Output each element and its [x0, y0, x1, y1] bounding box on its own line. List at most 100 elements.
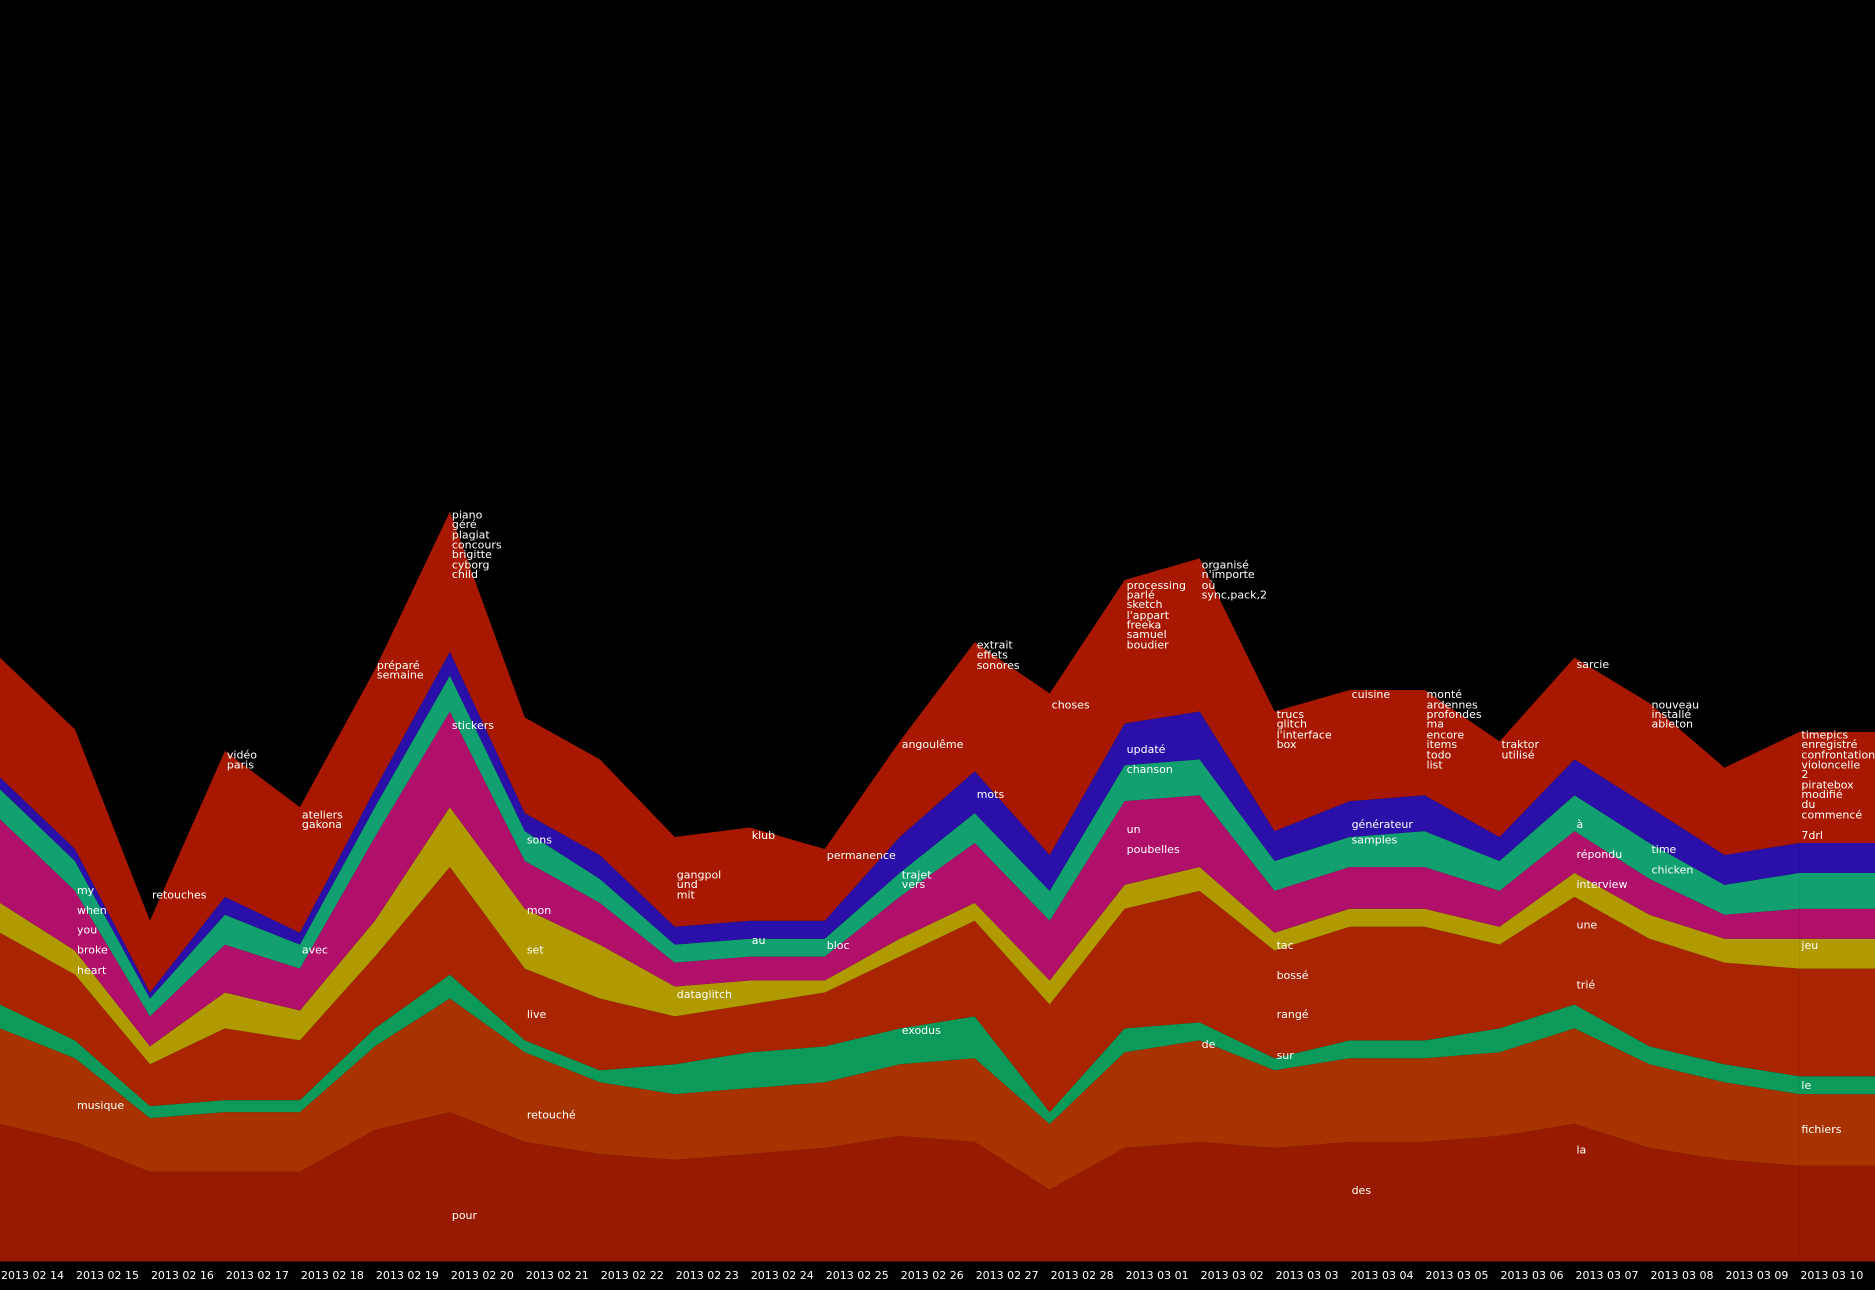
stream-label: samples — [1352, 834, 1398, 847]
stream-label: effets — [977, 648, 1008, 661]
stream-label: time — [1651, 843, 1676, 856]
stream-label: trajet — [902, 868, 932, 881]
stream-label: und — [677, 878, 698, 891]
x-tick-label: 2013 02 17 — [226, 1269, 289, 1282]
stream-label: gangpol — [677, 868, 721, 881]
stream-label: le — [1801, 1079, 1811, 1092]
x-tick-label: 2013 02 22 — [601, 1269, 664, 1282]
stream-label: rangé — [1277, 1008, 1309, 1021]
stream-label: exodus — [902, 1024, 941, 1037]
x-tick-label: 2013 02 25 — [826, 1269, 889, 1282]
x-tick-label: 2013 02 24 — [751, 1269, 814, 1282]
stream-label: freeka — [1127, 618, 1162, 631]
stream-label: mon — [527, 904, 551, 917]
axis-strip — [0, 1261, 1875, 1290]
x-tick-label: 2013 03 03 — [1276, 1269, 1339, 1282]
stream-label: klub — [752, 829, 775, 842]
stream-label: nouveau — [1651, 699, 1699, 712]
stream-label: extrait — [977, 639, 1014, 652]
stream-layer — [0, 675, 1800, 1017]
stream-label: un — [1127, 823, 1141, 836]
stream-layer — [0, 974, 1800, 1125]
stream-label: musique — [77, 1099, 124, 1112]
stream-label: trié — [1576, 978, 1595, 991]
stream-label: sonores — [977, 659, 1020, 672]
stream-tail — [1799, 872, 1875, 909]
stream-label: profondes — [1427, 708, 1482, 721]
stream-label: à — [1576, 818, 1583, 831]
stream-label: samuel — [1127, 628, 1167, 641]
stream-tail — [1799, 908, 1875, 939]
stream-tail — [1799, 968, 1875, 1077]
stream-label: live — [527, 1008, 547, 1021]
stream-label: set — [527, 944, 544, 957]
x-tick-label: 2013 02 19 — [376, 1269, 439, 1282]
stream-label: n'importe — [1202, 568, 1255, 581]
stream-label: encore — [1427, 728, 1465, 741]
stream-label: l'interface — [1277, 728, 1332, 741]
stream-label: piano — [452, 508, 483, 521]
stream-label: au — [752, 934, 766, 947]
stream-label: la — [1576, 1143, 1586, 1156]
stream-label: de — [1202, 1038, 1216, 1051]
stream-label: pour — [452, 1209, 478, 1222]
stream-label: interview — [1576, 878, 1627, 891]
x-tick-label: 2013 03 01 — [1126, 1269, 1189, 1282]
stream-label: brigitte — [452, 548, 492, 561]
stream-label: angoulême — [902, 738, 964, 751]
stream-label: you — [77, 923, 97, 936]
x-tick-label: 2013 03 07 — [1575, 1269, 1638, 1282]
stream-label: modifié — [1801, 788, 1842, 801]
stream-layer — [0, 807, 1800, 1065]
stream-label: une — [1576, 919, 1597, 932]
stream-label: du — [1801, 798, 1815, 811]
stream-label: gakona — [302, 818, 342, 831]
stream-layer — [0, 711, 1800, 1047]
stream-label: des — [1352, 1184, 1372, 1197]
stream-label: stickers — [452, 719, 494, 732]
stream-label: bloc — [827, 939, 850, 952]
stream-layer — [0, 998, 1800, 1190]
stream-layer — [0, 866, 1800, 1113]
x-tick-label: 2013 03 04 — [1351, 1269, 1414, 1282]
stream-label: semaine — [377, 669, 424, 682]
stream-layer — [0, 1112, 1800, 1262]
stream-label: timepics — [1801, 728, 1848, 741]
stream-label: répondu — [1576, 848, 1622, 861]
stream-label: retouché — [527, 1109, 576, 1122]
stream-label: piratebox — [1801, 779, 1854, 792]
x-tick-label: 2013 02 20 — [451, 1269, 514, 1282]
stream-label: vidéo — [227, 749, 257, 762]
x-tick-label: 2013 02 21 — [526, 1269, 589, 1282]
stream-label: sync,pack,2 — [1202, 589, 1267, 602]
stream-label: ateliers — [302, 809, 343, 822]
stream-label: todo — [1427, 749, 1452, 762]
stream-label: bossé — [1277, 969, 1309, 982]
stream-label: broke — [77, 944, 108, 957]
x-tick-label: 2013 03 08 — [1650, 1269, 1713, 1282]
stream-label: choses — [1052, 699, 1090, 712]
stream-tail — [1799, 1165, 1875, 1262]
x-tick-label: 2013 02 18 — [301, 1269, 364, 1282]
stream-tail — [1799, 843, 1875, 873]
stream-label: retouches — [152, 889, 207, 902]
stream-label: concours — [452, 538, 502, 551]
x-tick-label: 2013 02 27 — [976, 1269, 1039, 1282]
stream-label: cyborg — [452, 559, 490, 572]
stream-tail — [1799, 1076, 1875, 1095]
x-tick-label: 2013 02 16 — [151, 1269, 214, 1282]
stream-label: items — [1427, 738, 1458, 751]
stream-label: ableton — [1651, 718, 1693, 731]
stream-label: vers — [902, 878, 926, 891]
stream-tail — [1799, 1094, 1875, 1166]
x-tick-label: 2013 02 26 — [901, 1269, 964, 1282]
stream-label: préparé — [377, 659, 420, 672]
stream-label: boudier — [1127, 639, 1169, 652]
stream-label: plagiat — [452, 529, 491, 542]
stream-label: box — [1277, 738, 1297, 751]
stream-layer — [0, 511, 1800, 993]
stream-label: 2 — [1801, 768, 1808, 781]
stream-label: l'appart — [1127, 609, 1170, 622]
x-tick-label: 2013 03 10 — [1800, 1269, 1863, 1282]
